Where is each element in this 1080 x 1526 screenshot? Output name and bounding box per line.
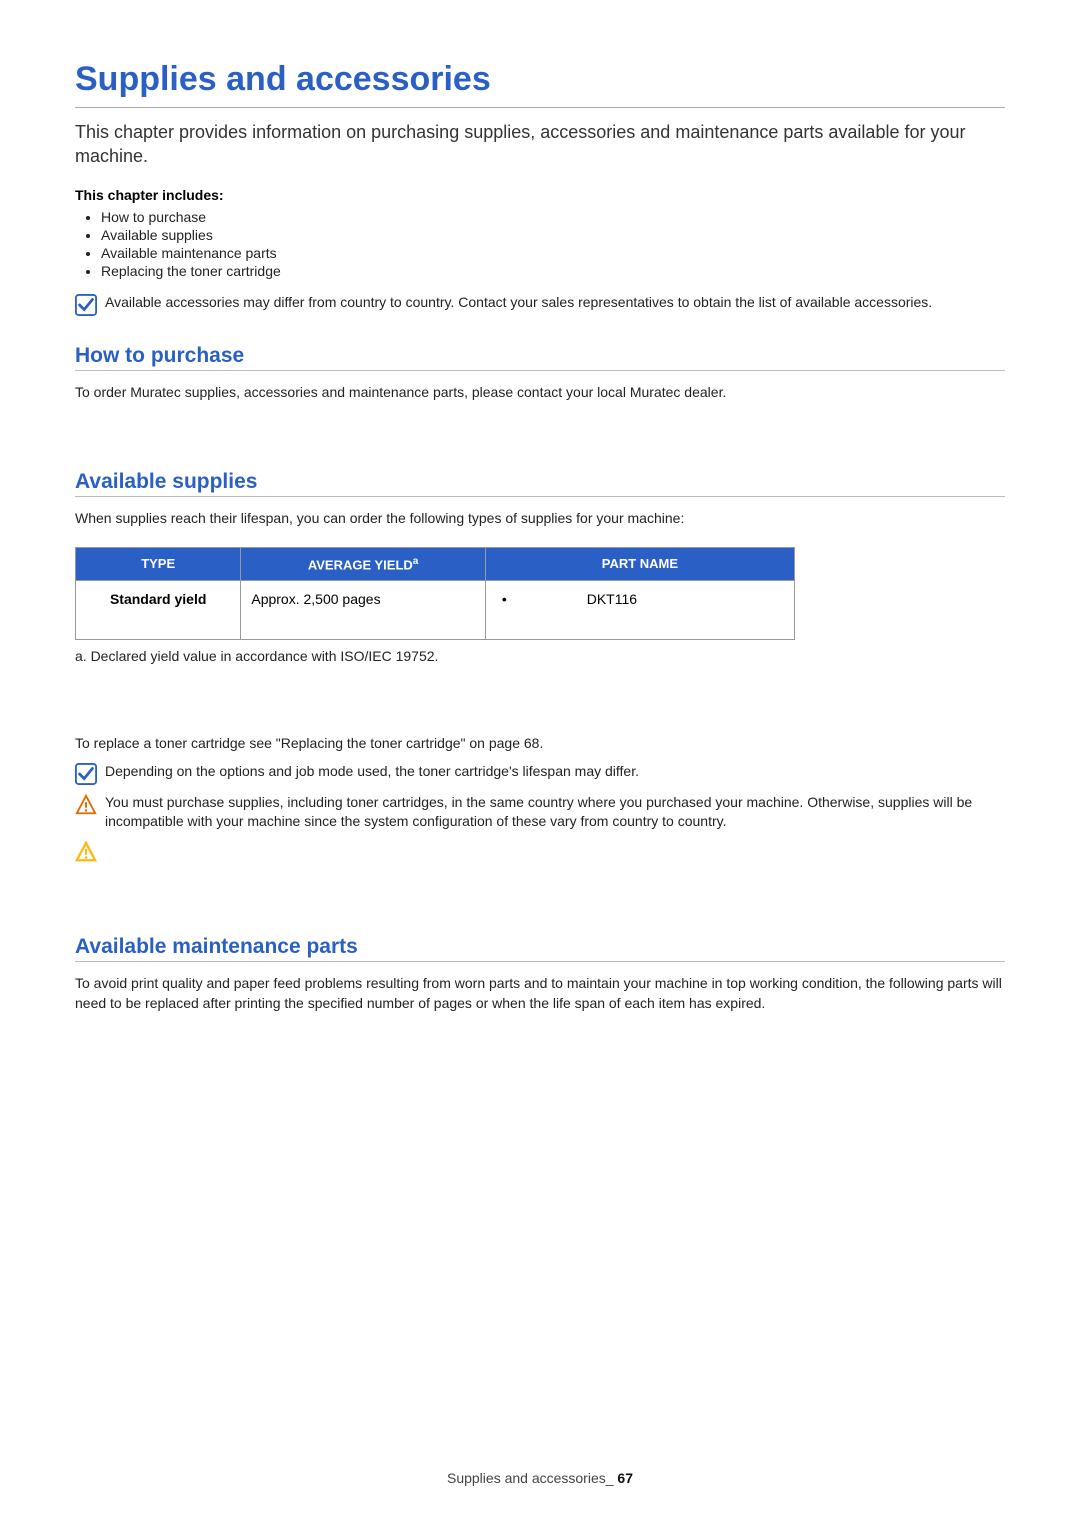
supplies-caution: You must purchase supplies, including to… bbox=[75, 793, 1005, 831]
bullet-icon: • bbox=[502, 591, 507, 607]
section-rule bbox=[75, 961, 1005, 962]
replace-reference: To replace a toner cartridge see "Replac… bbox=[75, 734, 1005, 754]
table-footnote: a. Declared yield value in accordance wi… bbox=[75, 648, 1005, 664]
table-header-yield-text: AVERAGE YIELD bbox=[308, 557, 413, 572]
section-heading-available-supplies: Available supplies bbox=[75, 470, 1005, 494]
table-header-type: TYPE bbox=[76, 547, 241, 580]
check-note-icon bbox=[75, 294, 97, 316]
table-header-part: PART NAME bbox=[485, 547, 794, 580]
chapter-includes-label: This chapter includes: bbox=[75, 187, 1005, 203]
supplies-note-text: Depending on the options and job mode us… bbox=[105, 762, 639, 781]
table-row: Standard yield Approx. 2,500 pages • DKT… bbox=[76, 581, 795, 640]
caution-triangle-icon bbox=[75, 794, 97, 816]
toc-item: Available supplies bbox=[101, 227, 1005, 243]
lead-paragraph: This chapter provides information on pur… bbox=[75, 120, 1005, 169]
toc-item: Available maintenance parts bbox=[101, 245, 1005, 261]
section-heading-maintenance-parts: Available maintenance parts bbox=[75, 935, 1005, 959]
chapter-toc-list: How to purchase Available supplies Avail… bbox=[75, 209, 1005, 279]
page-title: Supplies and accessories bbox=[75, 60, 1005, 99]
check-note-icon bbox=[75, 763, 97, 785]
footer-page-number: 67 bbox=[617, 1470, 633, 1486]
footer-label: Supplies and accessories_ bbox=[447, 1470, 614, 1486]
top-note: Available accessories may differ from co… bbox=[75, 293, 1005, 316]
supplies-table: TYPE AVERAGE YIELDa PART NAME Standard y… bbox=[75, 547, 795, 640]
section-rule bbox=[75, 370, 1005, 371]
table-header-yield: AVERAGE YIELDa bbox=[241, 547, 485, 580]
supplies-warn bbox=[75, 838, 1005, 865]
available-supplies-intro: When supplies reach their lifespan, you … bbox=[75, 509, 1005, 529]
toc-item: Replacing the toner cartridge bbox=[101, 263, 1005, 279]
top-note-text: Available accessories may differ from co… bbox=[105, 293, 932, 312]
maintenance-parts-text: To avoid print quality and paper feed pr… bbox=[75, 974, 1005, 1013]
supplies-note: Depending on the options and job mode us… bbox=[75, 762, 1005, 785]
cell-part: • DKT116 bbox=[485, 581, 794, 640]
table-header-yield-super: a bbox=[413, 556, 419, 567]
toc-item: How to purchase bbox=[101, 209, 1005, 225]
cell-part-value: DKT116 bbox=[587, 591, 637, 607]
section-rule bbox=[75, 496, 1005, 497]
section-heading-how-to-purchase: How to purchase bbox=[75, 344, 1005, 368]
supplies-caution-text: You must purchase supplies, including to… bbox=[105, 793, 1005, 831]
page-footer: Supplies and accessories_ 67 bbox=[0, 1470, 1080, 1486]
page-container: Supplies and accessories This chapter pr… bbox=[0, 0, 1080, 1526]
cell-yield: Approx. 2,500 pages bbox=[241, 581, 485, 640]
warn-triangle-icon bbox=[75, 839, 97, 865]
cell-type: Standard yield bbox=[76, 581, 241, 640]
how-to-purchase-text: To order Muratec supplies, accessories a… bbox=[75, 383, 1005, 403]
title-rule bbox=[75, 107, 1005, 108]
